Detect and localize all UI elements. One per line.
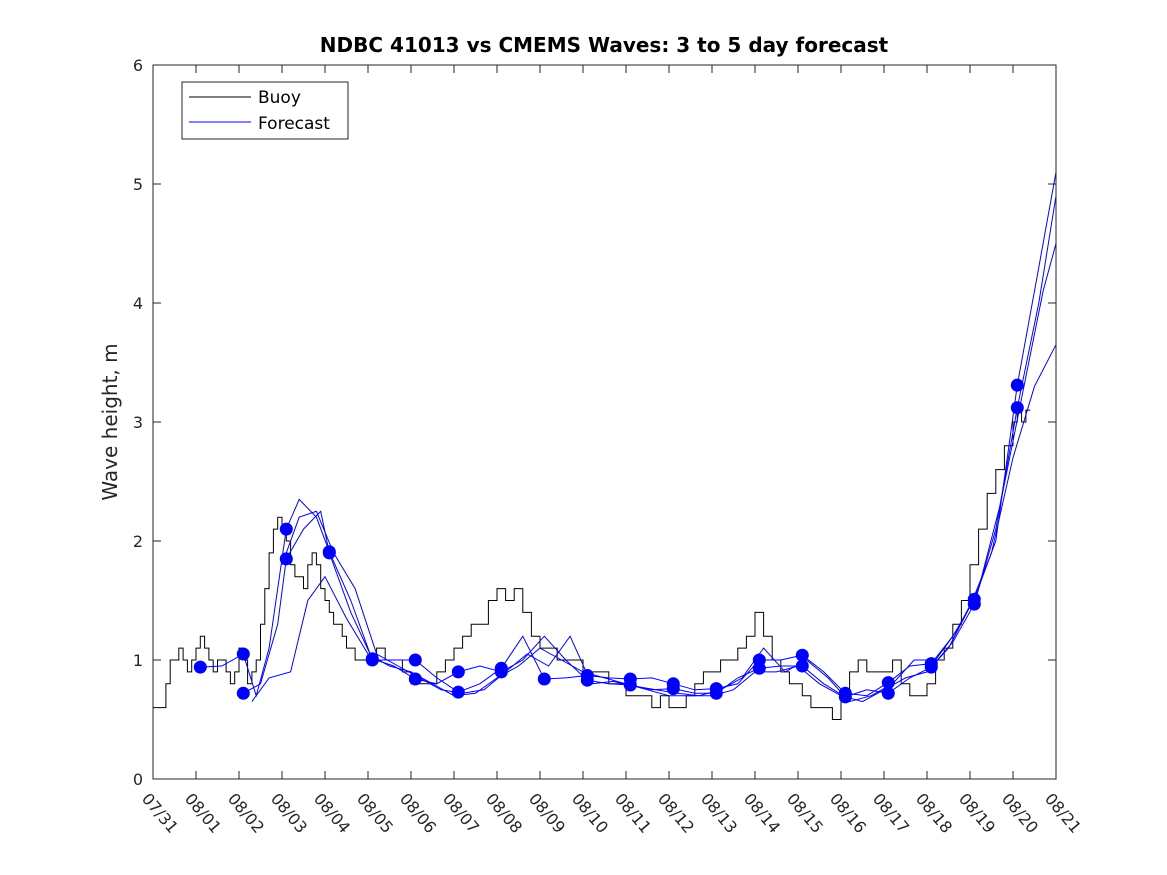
y-tick-label: 5	[133, 175, 143, 194]
forecast-point	[752, 661, 766, 675]
y-tick-label: 2	[133, 532, 143, 551]
plot-area	[153, 172, 1056, 720]
forecast-point	[537, 672, 551, 686]
data-layer	[153, 172, 1056, 720]
forecast-point	[236, 686, 250, 700]
forecast-point	[1010, 378, 1024, 392]
forecast-point	[322, 546, 336, 560]
y-tick-label: 3	[133, 413, 143, 432]
forecast-point	[623, 678, 637, 692]
forecast-point	[279, 522, 293, 536]
forecast-point	[451, 685, 465, 699]
forecast-point	[838, 690, 852, 704]
y-tick-label: 1	[133, 651, 143, 670]
y-tick-label: 6	[133, 56, 143, 75]
forecast-point	[193, 660, 207, 674]
forecast-point	[494, 665, 508, 679]
legend: Buoy Forecast	[181, 81, 349, 140]
y-tick-label: 0	[133, 770, 143, 789]
forecast-point	[795, 648, 809, 662]
forecast-point	[924, 660, 938, 674]
y-axis-label: Wave height, m	[98, 343, 122, 500]
forecast-point	[1010, 401, 1024, 415]
legend-label-buoy: Buoy	[258, 88, 301, 108]
forecast-point	[365, 652, 379, 666]
legend-box	[181, 81, 349, 140]
forecast-point	[967, 597, 981, 611]
forecast-point	[881, 686, 895, 700]
forecast-point	[666, 682, 680, 696]
forecast-point	[881, 676, 895, 690]
forecast-point	[580, 673, 594, 687]
legend-label-forecast: Forecast	[258, 114, 330, 134]
forecast-point	[408, 653, 422, 667]
forecast-point	[279, 552, 293, 566]
forecast-point	[236, 647, 250, 661]
buoy-line	[153, 409, 1031, 720]
forecast-point	[709, 686, 723, 700]
chart-title: NDBC 41013 vs CMEMS Waves: 3 to 5 day fo…	[320, 33, 889, 57]
forecast-point	[451, 665, 465, 679]
y-tick-label: 4	[133, 294, 143, 313]
forecast-line-1	[200, 172, 1056, 698]
forecast-point	[795, 659, 809, 673]
forecast-point	[408, 672, 422, 686]
